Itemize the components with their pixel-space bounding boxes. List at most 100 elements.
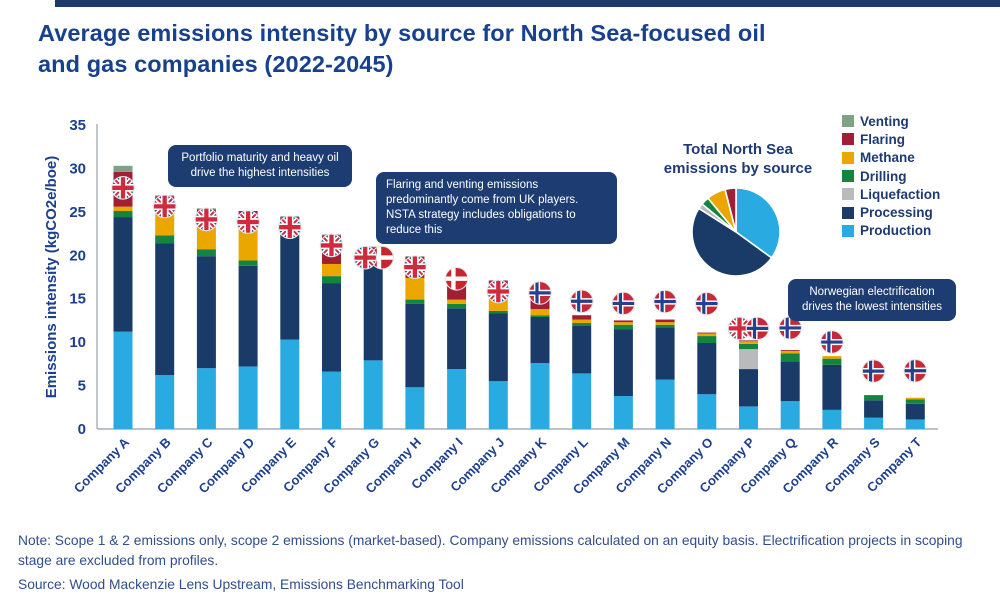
flag-ring: [611, 291, 636, 316]
top-border-bar: [55, 0, 1000, 7]
flag-norway-icon: [695, 292, 719, 316]
pie-slice-processing: [691, 207, 773, 277]
flag-ring: [194, 207, 219, 232]
bar-company-f-drilling: [322, 276, 341, 284]
bar-company-g-production: [363, 360, 383, 429]
bar-company-n-processing: [655, 327, 675, 380]
page-title-line-2: and gas companies (2022-2045): [38, 50, 394, 77]
bar-company-q-flaring: [780, 349, 800, 351]
bar-company-l-drilling: [572, 323, 592, 326]
flag-norway-icon: [528, 281, 552, 305]
bar-company-o-processing: [697, 343, 717, 395]
flag-norway-icon: [903, 359, 927, 383]
legend-label: Methane: [860, 150, 915, 166]
legend-swatch-flaring: [842, 133, 854, 146]
bar-company-m-methane: [613, 322, 633, 325]
legend-label: Drilling: [860, 168, 907, 184]
flag-ring: [486, 279, 511, 304]
bar-company-t-processing: [905, 403, 925, 420]
bar-company-k-methane: [530, 309, 550, 316]
bar-company-n-methane: [655, 322, 675, 325]
bar-company-i-methane: [447, 299, 467, 304]
flag-ring: [653, 289, 677, 314]
footnotes: Note: Scope 1 & 2 emissions only, scope …: [18, 531, 994, 595]
bar-company-d-processing: [238, 265, 258, 367]
bar-company-k-production: [530, 362, 550, 429]
y-tick-label: 15: [69, 291, 86, 308]
bar-company-i-drilling: [447, 303, 467, 309]
bar-company-o-production: [697, 394, 717, 429]
flag-ring: [528, 280, 552, 305]
bar-company-q-drilling: [780, 353, 800, 362]
bar-company-p-flaring: [739, 340, 758, 342]
bar-company-k-processing: [530, 316, 550, 363]
bar-company-g-venting: [363, 246, 383, 248]
bar-company-r-processing: [822, 364, 842, 410]
bar-company-r-drilling: [822, 358, 842, 365]
bar-company-h-drilling: [405, 299, 425, 304]
bar-company-i-production: [447, 369, 467, 429]
flag-norway-icon: [820, 330, 844, 354]
bar-company-s-processing: [864, 400, 884, 418]
legend-swatch-drilling: [842, 170, 854, 183]
bar-company-f-processing: [322, 283, 341, 372]
bar-company-q-production: [780, 401, 800, 429]
bar-company-b-drilling: [155, 235, 175, 244]
bar-company-l-flaring: [572, 315, 592, 320]
pie-title-line-2: emissions by source: [663, 159, 813, 177]
bars-group: [113, 165, 925, 429]
page-title-line-1: Average emissions intensity by source fo…: [38, 20, 766, 46]
bar-company-c-processing: [196, 256, 216, 369]
bar-company-c-production: [196, 368, 216, 429]
bar-company-f-methane: [322, 263, 341, 277]
legend-item-venting: Venting: [842, 112, 940, 130]
pie-chart-title: Total North Sea emissions by source: [640, 141, 836, 179]
bar-company-q-processing: [780, 361, 800, 402]
flag-ring: [694, 291, 719, 316]
bar-company-j-drilling: [488, 310, 508, 314]
bar-company-t-drilling: [905, 399, 925, 404]
y-tick-label: 5: [78, 378, 86, 395]
bar-company-m-processing: [613, 329, 633, 396]
bar-company-c-drilling: [196, 249, 216, 257]
bar-company-d-production: [238, 366, 258, 429]
pie-title-line-1: Total North Sea: [683, 141, 793, 158]
legend-swatch-methane: [842, 151, 854, 164]
bar-company-a-venting: [113, 165, 133, 172]
pie-chart: [691, 187, 781, 277]
bar-company-s-production: [864, 417, 884, 429]
flag-ring: [152, 194, 177, 219]
annotation-highest-intensities: Portfolio maturity and heavy oil drive t…: [168, 145, 352, 187]
legend-label: Production: [860, 223, 932, 239]
page-title: Average emissions intensity by source fo…: [38, 18, 958, 79]
y-tick-label: 30: [69, 160, 86, 177]
flag-ring: [903, 358, 928, 383]
legend-item-production: Production: [842, 222, 940, 240]
bar-company-o-drilling: [697, 336, 717, 344]
chart-legend: Venting Flaring Methane Drilling Liquefactio…: [842, 112, 940, 240]
bar-company-h-methane: [405, 277, 425, 300]
source-text: Source: Wood Mackenzie Lens Upstream, Em…: [18, 577, 464, 592]
legend-swatch-venting: [842, 115, 854, 128]
bar-company-l-production: [572, 373, 592, 429]
bar-company-q-methane: [780, 350, 800, 354]
bar-company-e-production: [280, 339, 300, 429]
y-tick-label: 35: [69, 117, 86, 134]
note-text: Note: Scope 1 & 2 emissions only, scope …: [18, 533, 963, 568]
y-tick-label: 0: [78, 421, 86, 438]
legend-item-processing: Processing: [842, 203, 940, 221]
bar-company-a-production: [113, 331, 133, 429]
flag-denmark-icon: [445, 267, 469, 291]
bar-company-l-processing: [572, 325, 592, 374]
bar-company-h-production: [405, 387, 425, 429]
bar-company-g-processing: [363, 263, 383, 361]
bar-company-i-processing: [447, 308, 467, 370]
legend-label: Venting: [860, 113, 909, 129]
flag-ring: [403, 255, 427, 279]
flag-ring: [569, 289, 594, 314]
bar-company-m-flaring: [613, 320, 633, 323]
flag-norway-icon: [570, 289, 594, 313]
bar-company-b-production: [155, 375, 175, 429]
flag-ring: [861, 359, 886, 383]
